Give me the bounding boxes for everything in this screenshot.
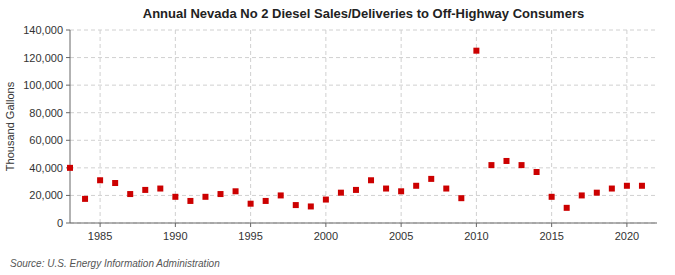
x-tick-label: 2005 (389, 230, 413, 242)
point (639, 183, 645, 189)
point (519, 162, 525, 168)
y-grid-line (70, 195, 657, 196)
chart: 0 20,000 40,000 60,000 80,000 100,000 120,000 1… (0, 0, 675, 275)
point (579, 192, 585, 198)
point (534, 169, 540, 175)
x-grid-line (476, 30, 477, 223)
y-axis-line (70, 30, 71, 223)
x-tick (100, 223, 101, 227)
y-tick (66, 223, 70, 224)
point (368, 177, 374, 183)
y-tick-label: 60,000 (29, 134, 63, 146)
x-tick-label: 2000 (314, 230, 338, 242)
point (413, 183, 419, 189)
point (157, 186, 163, 192)
point (428, 176, 434, 182)
point (594, 190, 600, 196)
points (67, 48, 645, 211)
x-tick-label: 2020 (615, 230, 639, 242)
y-tick-label: 140,000 (23, 24, 63, 36)
y-tick (66, 30, 70, 31)
point (112, 180, 118, 186)
y-tick (66, 195, 70, 196)
point (458, 195, 464, 201)
x-grid-line (100, 30, 101, 223)
point (323, 197, 329, 203)
point (503, 158, 509, 164)
point (187, 198, 193, 204)
x-tick-label: 2010 (464, 230, 488, 242)
x-tick (551, 223, 552, 227)
y-tick-label: 20,000 (29, 189, 63, 201)
x-tick (250, 223, 251, 227)
x-tick-label: 1990 (163, 230, 187, 242)
x-grid-line (626, 30, 627, 223)
point (82, 196, 88, 202)
point (218, 191, 224, 197)
x-tick (626, 223, 627, 227)
x-tick (401, 223, 402, 227)
y-tick-label: 120,000 (23, 52, 63, 64)
y-grid-line (70, 167, 657, 168)
y-grid-line (70, 85, 657, 86)
point (142, 187, 148, 193)
x-tick (175, 223, 176, 227)
y-tick-label: 0 (57, 217, 63, 229)
point (564, 205, 570, 211)
y-tick (66, 112, 70, 113)
x-tick-label: 1985 (88, 230, 112, 242)
point (67, 165, 73, 171)
point (202, 194, 208, 200)
point (127, 191, 133, 197)
point (473, 48, 479, 54)
x-axis-line (70, 223, 657, 224)
y-tick (66, 85, 70, 86)
point (398, 188, 404, 194)
source-note: Source: U.S. Energy Information Administ… (10, 258, 220, 269)
point (308, 203, 314, 209)
point (172, 194, 178, 200)
point (609, 186, 615, 192)
y-grid-line (70, 112, 657, 113)
x-grid-line (325, 30, 326, 223)
point (248, 201, 254, 207)
point (263, 198, 269, 204)
point (97, 177, 103, 183)
y-tick (66, 57, 70, 58)
point (488, 162, 494, 168)
y-grid-line (70, 57, 657, 58)
y-tick-label: 100,000 (23, 79, 63, 91)
point (293, 202, 299, 208)
x-tick-label: 1995 (238, 230, 262, 242)
point (549, 194, 555, 200)
point (624, 183, 630, 189)
point (383, 186, 389, 192)
y-tick-label: 40,000 (29, 162, 63, 174)
grid (70, 30, 657, 223)
y-tick (66, 140, 70, 141)
x-tick (325, 223, 326, 227)
point (338, 190, 344, 196)
y-grid-line (70, 223, 657, 224)
x-grid-line (250, 30, 251, 223)
y-grid-line (70, 140, 657, 141)
x-tick-label: 2015 (539, 230, 563, 242)
y-tick-label: 80,000 (29, 107, 63, 119)
point (233, 188, 239, 194)
title: Annual Nevada No 2 Diesel Sales/Deliveri… (143, 6, 584, 21)
point (278, 192, 284, 198)
point (443, 186, 449, 192)
x-tick (476, 223, 477, 227)
y-grid-line (70, 30, 657, 31)
y-axis-label: Thousand Gallons (4, 81, 16, 171)
point (353, 187, 359, 193)
